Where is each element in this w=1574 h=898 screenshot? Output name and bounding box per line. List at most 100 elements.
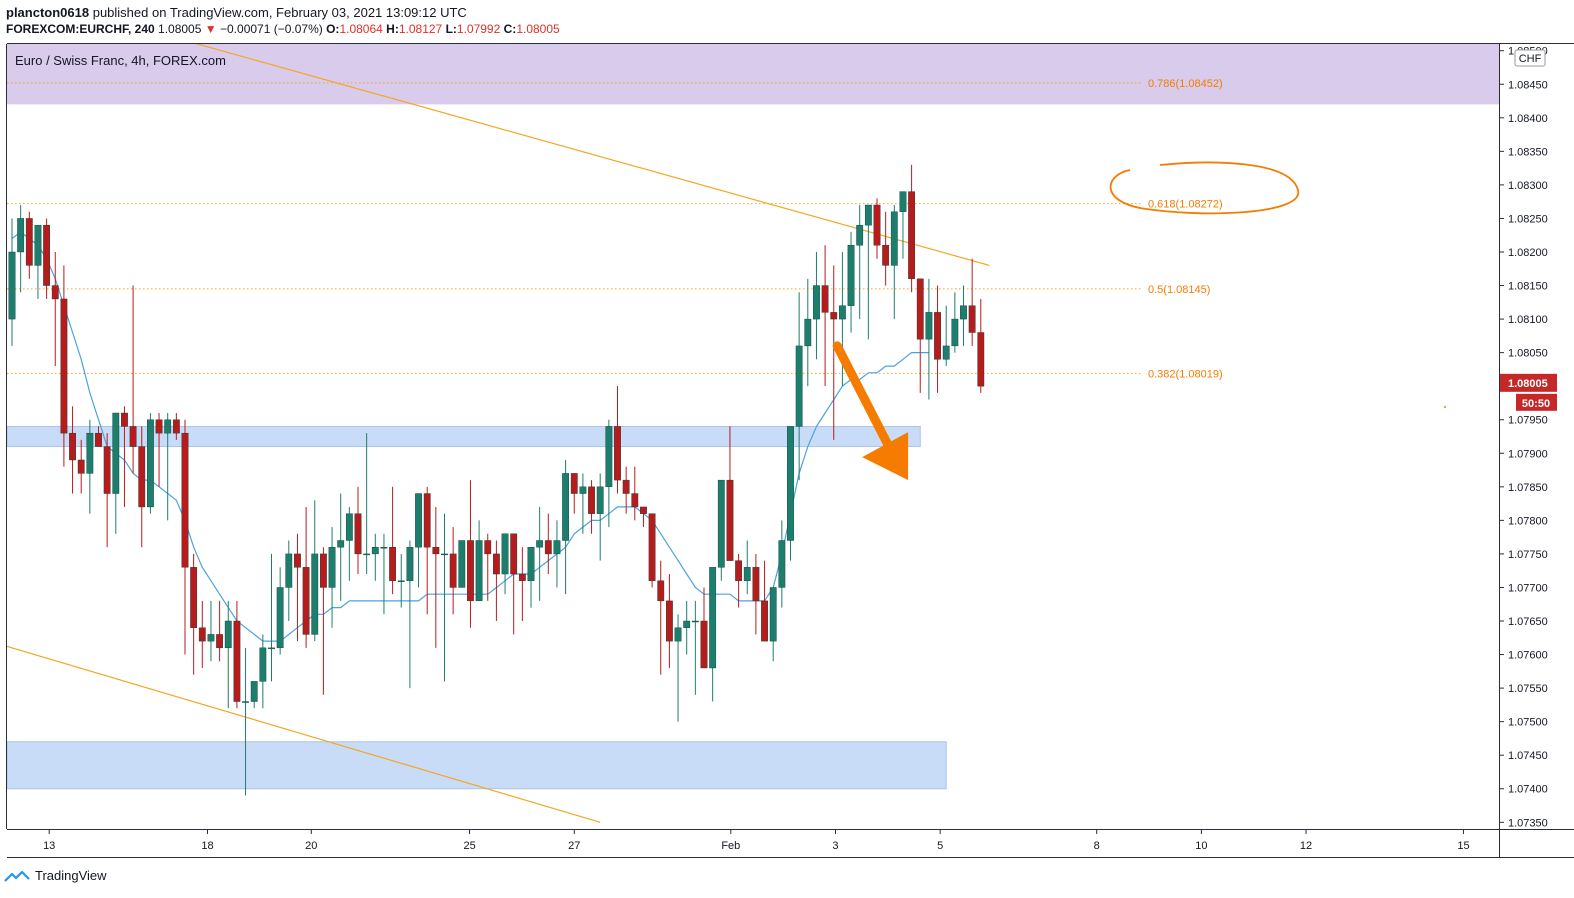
candle-63 (553, 520, 561, 588)
purple-zone-0 (7, 44, 1499, 105)
candle-body (622, 479, 630, 494)
y-tick-label-19: 1.07550 (1508, 683, 1548, 695)
y-tick-label-4: 1.08300 (1508, 180, 1548, 192)
candle-67 (588, 480, 595, 534)
candle-110 (960, 285, 967, 346)
candle-body (726, 479, 734, 561)
y-tick-label-18: 1.07600 (1508, 650, 1548, 662)
candle-85 (743, 540, 751, 595)
candle-body (813, 285, 820, 320)
candle-8 (77, 439, 85, 494)
candle-97 (847, 231, 855, 333)
y-tick-label-11: 1.07950 (1508, 415, 1548, 427)
candle-body (657, 580, 665, 602)
candle-17 (155, 413, 163, 487)
candle-body (890, 211, 898, 266)
x-tick-label-5: Feb (721, 840, 740, 852)
candle-body (181, 432, 189, 568)
y-tick-label-23: 1.07350 (1508, 817, 1548, 829)
candle-body (484, 540, 492, 555)
candle-body (276, 587, 284, 649)
countdown-tag: 50:50 (1516, 393, 1557, 411)
candle-72 (631, 466, 639, 521)
candle-111 (968, 258, 976, 346)
candle-body (847, 245, 855, 306)
candle-body (942, 345, 950, 360)
candle-95 (830, 265, 838, 440)
candle-body (43, 224, 51, 286)
candle-15 (138, 426, 146, 548)
candle-41 (363, 433, 371, 575)
candle-body (406, 547, 414, 581)
x-tick-label-8: 8 (1094, 840, 1100, 852)
candle-52 (458, 540, 466, 588)
candle-106 (925, 278, 933, 400)
y-tick-label-7: 1.08150 (1508, 281, 1548, 293)
candle-66 (579, 473, 587, 534)
candle-body (882, 245, 890, 266)
y-tick-label-14: 1.07800 (1508, 515, 1548, 527)
candle-body (172, 419, 180, 434)
candle-77 (674, 614, 682, 722)
plot-area: 0.786(1.08452) 0.618(1.08272) 0.5(1.08145)… (7, 44, 1499, 823)
candle-58 (510, 533, 518, 635)
footer-brand: TradingView (35, 868, 107, 883)
candle-35 (311, 500, 319, 642)
candle-42 (371, 533, 379, 581)
candle-56 (493, 540, 500, 622)
candle-83 (726, 426, 734, 561)
candle-body (207, 634, 215, 642)
x-tick-label-4: 27 (568, 840, 580, 852)
candle-body (69, 432, 76, 461)
candle-30 (268, 553, 275, 682)
blue-zone-1 (7, 425, 921, 448)
candle-body (925, 312, 933, 340)
candle-body (449, 553, 457, 588)
candle-body (864, 204, 872, 226)
candle-body (778, 540, 786, 588)
candle-90 (787, 426, 794, 561)
candle-64 (562, 459, 570, 595)
down-arrow-shaft (832, 341, 893, 450)
candle-body (441, 553, 448, 556)
candle-body (268, 647, 275, 650)
candle-body (908, 191, 916, 280)
author-name[interactable]: plancton0618 (6, 5, 90, 20)
candle-body (311, 553, 319, 635)
y-tick-label-2: 1.08400 (1508, 113, 1548, 125)
candle-body (743, 567, 751, 581)
candle-109 (951, 292, 959, 353)
candle-body (51, 285, 59, 300)
candle-body (839, 305, 846, 320)
last-price-tag: 1.08005 (1500, 373, 1557, 392)
candle-body (423, 493, 431, 548)
candle-body (190, 567, 198, 628)
currency-badge: CHF (1514, 49, 1546, 67)
candle-body (95, 432, 102, 447)
candle-body (345, 513, 353, 541)
fib-circle-annotation (1109, 161, 1299, 215)
candle-body (691, 620, 699, 623)
candle-body (224, 620, 232, 649)
candle-102 (890, 205, 898, 320)
tradingview-footer[interactable]: TradingView (4, 868, 107, 883)
candle-34 (302, 506, 310, 648)
candle-50 (441, 513, 448, 682)
published-text: published on TradingView.com, February 0… (92, 5, 467, 20)
candle-59 (518, 547, 526, 622)
candle-body (648, 513, 656, 581)
candle-body (787, 426, 794, 541)
candle-body (34, 224, 42, 266)
trendline-0 (195, 44, 990, 266)
candle-24 (216, 600, 223, 662)
candle-20 (181, 419, 189, 655)
candle-84 (735, 553, 743, 608)
candle-body (328, 547, 336, 588)
candle-1 (17, 205, 25, 293)
candle-body (363, 553, 371, 556)
candle-0 (8, 218, 16, 346)
candle-body (769, 587, 777, 642)
candle-43 (380, 533, 388, 615)
candle-107 (934, 285, 941, 393)
